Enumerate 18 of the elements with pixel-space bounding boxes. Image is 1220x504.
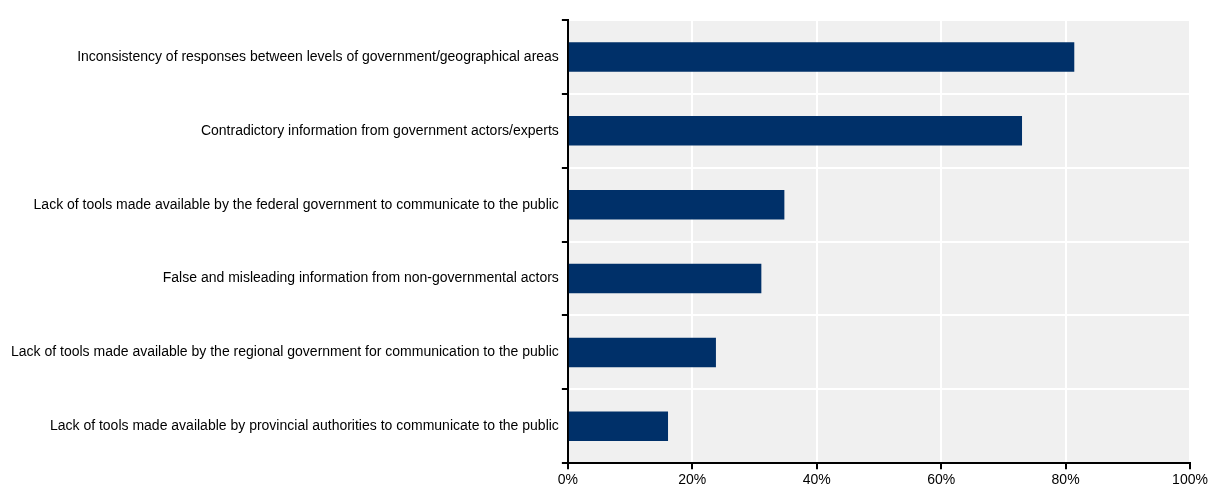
y-tick-label: Lack of tools made available by provincial authorities to communicate to the public bbox=[49, 417, 559, 434]
bar bbox=[568, 189, 785, 220]
x-tick-label: 0% bbox=[557, 471, 578, 488]
y-tick-label: Inconsistency of responses between levels of government/geographical areas bbox=[77, 47, 559, 64]
x-tick-label: 40% bbox=[802, 471, 831, 488]
x-tick-label: 100% bbox=[1172, 471, 1208, 488]
y-tick-label: Lack of tools made available by the federal government to communicate to the public bbox=[33, 195, 559, 212]
y-tick-label: Contradictory information from government actors/experts bbox=[200, 121, 559, 138]
bar bbox=[568, 337, 716, 368]
bar bbox=[568, 263, 762, 294]
bar bbox=[568, 116, 1023, 146]
x-tick-label: 20% bbox=[678, 471, 707, 488]
y-tick-label: False and misleading information from non-governmental actors bbox=[162, 269, 559, 286]
bar bbox=[568, 42, 1075, 72]
bar bbox=[568, 411, 669, 442]
y-tick-label: Lack of tools made available by the regional government for communication to the public bbox=[10, 343, 559, 360]
x-tick-label: 60% bbox=[927, 471, 956, 488]
x-tick-label: 80% bbox=[1051, 471, 1080, 488]
